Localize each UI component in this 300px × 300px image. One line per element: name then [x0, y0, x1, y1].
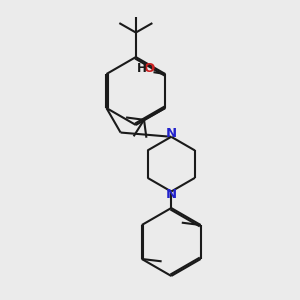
- Text: O: O: [144, 62, 155, 75]
- Text: H: H: [137, 62, 147, 75]
- Text: N: N: [166, 128, 177, 140]
- Text: N: N: [166, 188, 177, 201]
